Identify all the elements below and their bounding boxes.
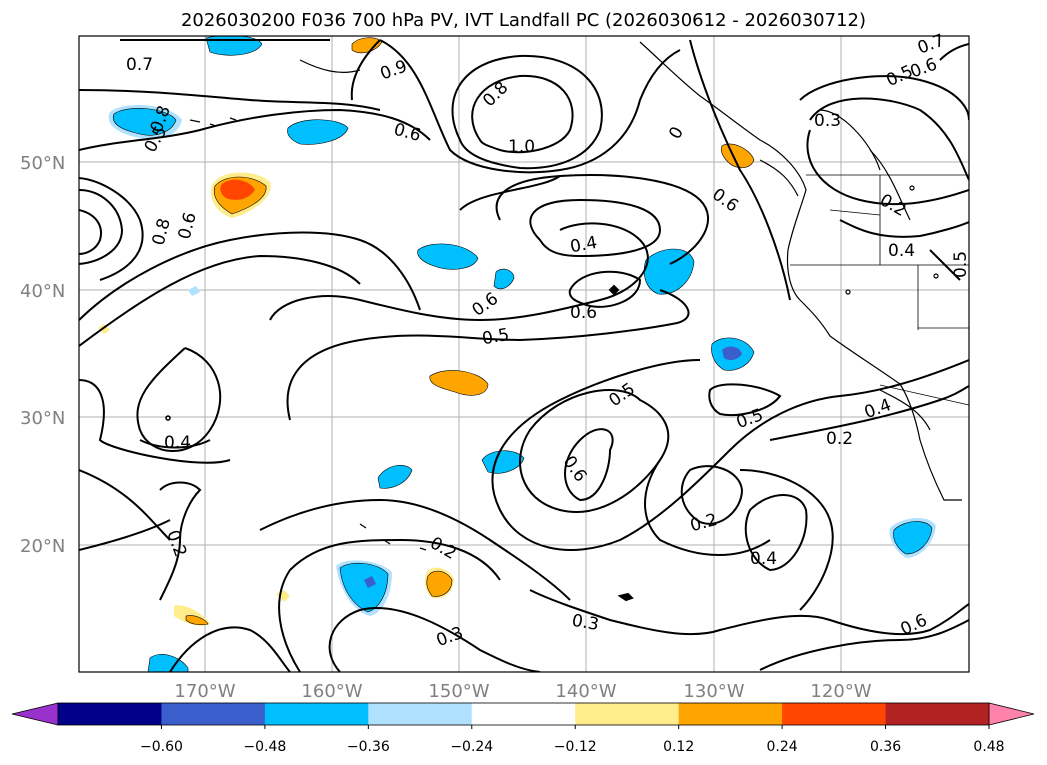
lon-label: 160°W: [301, 681, 362, 702]
negative-anomaly-blob: [889, 517, 936, 558]
colorbar-segment: [471, 703, 576, 725]
positive-anomaly-blob: [429, 370, 489, 396]
map-area: [79, 36, 969, 672]
negative-anomaly-blob: [643, 248, 695, 295]
colorbar-segment: [161, 703, 266, 725]
colorbar-segment: [678, 703, 783, 725]
contour-label: 0.4: [569, 233, 599, 257]
positive-anomaly-blob: [424, 567, 454, 599]
positive-anomaly-blob: [210, 172, 271, 218]
lon-label: 140°W: [555, 681, 616, 702]
contour-label: 0.5: [951, 251, 971, 278]
contour-label: 0.4: [164, 433, 191, 453]
lon-label: 150°W: [428, 681, 489, 702]
colorbar-tick-label: 0.48: [973, 739, 1004, 755]
colorbar-tick-label: −0.60: [140, 739, 183, 755]
negative-anomaly-blob: [188, 286, 200, 296]
contour-label: 0.4: [888, 241, 915, 261]
lat-label: 40°N: [20, 281, 65, 302]
colorbar-tick-label: −0.12: [554, 739, 597, 755]
colorbar-segment: [782, 703, 887, 725]
colorbar-tick-label: −0.36: [347, 739, 390, 755]
negative-anomaly-blob: [493, 268, 515, 290]
negative-anomaly-blob: [287, 119, 349, 145]
colorbar-segment: [264, 703, 369, 725]
positive-anomaly-blob: [98, 324, 110, 334]
colorbar-segment: [58, 703, 162, 725]
positive-anomaly-blob: [174, 605, 210, 626]
negative-anomaly-blob: [336, 560, 392, 616]
colorbar-segment: [885, 703, 990, 725]
colorbar-segment: [575, 703, 680, 725]
colorbar: −0.60 −0.48 −0.36 −0.24 −0.12 0.12 0.24 0.36 0.4…: [11, 702, 1035, 755]
lon-label: 120°W: [810, 681, 871, 702]
contour-label: 0.4: [750, 549, 777, 569]
lat-label: 30°N: [20, 408, 65, 429]
contour-label: 0.7: [126, 55, 153, 75]
lon-label: 170°W: [174, 681, 235, 702]
pv-contours: [79, 39, 969, 672]
contour-label: 0.5: [481, 325, 511, 349]
lon-label: 130°W: [683, 681, 744, 702]
political-borders: [790, 174, 969, 406]
negative-anomaly-blob: [711, 337, 755, 371]
contour-label: 0.6: [570, 303, 597, 323]
lat-label: 20°N: [20, 536, 65, 557]
contour-label: 0.3: [814, 111, 841, 131]
colorbar-tick-label: 0.12: [663, 739, 694, 755]
colorbar-extend-min: [11, 702, 59, 726]
coastlines: [165, 41, 962, 551]
contour-label: 0.3: [570, 611, 600, 635]
negative-anomaly-blob: [147, 654, 189, 672]
lat-label: 50°N: [20, 153, 65, 174]
colorbar-tick-label: 0.36: [870, 739, 901, 755]
negative-anomaly-blob: [481, 450, 525, 474]
colorbar-tick-label: −0.48: [243, 739, 286, 755]
shaded-anomalies: [98, 36, 936, 672]
latitude-labels: 50°N 40°N 30°N 20°N: [20, 153, 65, 557]
chart-title: 2026030200 F036 700 hPa PV, IVT Landfall…: [180, 10, 867, 31]
contour-label: 0.2: [826, 429, 853, 449]
map-frame: [78, 35, 970, 673]
colorbar-tick-label: 0.24: [767, 739, 798, 755]
colorbar-extend-max: [988, 702, 1035, 726]
negative-anomaly-blob: [417, 243, 479, 270]
colorbar-border: [57, 702, 990, 726]
longitude-labels: 170°W 160°W 150°W 140°W 130°W 120°W: [174, 681, 871, 702]
contour-label: 1.0: [508, 137, 535, 157]
colorbar-tick-label: −0.24: [450, 739, 493, 755]
negative-anomaly-blob: [377, 465, 413, 489]
negative-anomaly-blob: [108, 105, 182, 140]
colorbar-segment: [368, 703, 473, 725]
